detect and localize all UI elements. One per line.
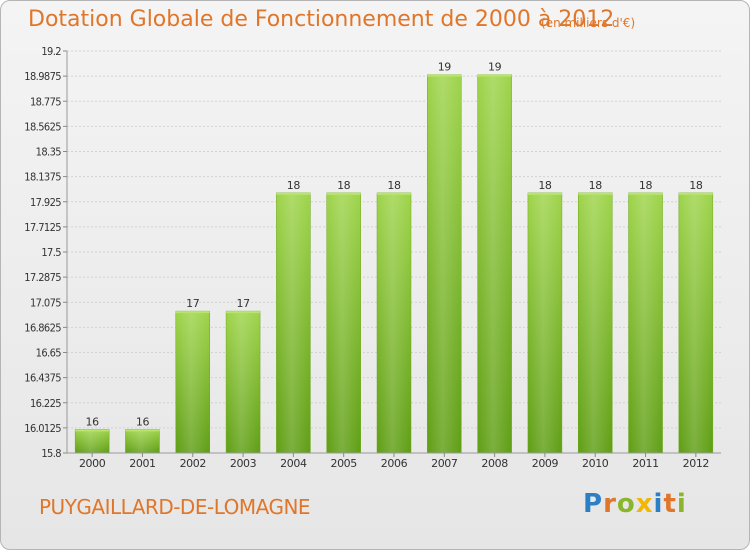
bar-top-highlight — [578, 192, 613, 195]
bar-value-label: 18 — [287, 179, 301, 192]
bar-top-highlight — [125, 429, 160, 432]
bar-group: 18 — [577, 179, 613, 454]
y-tick-label: 16.4375 — [24, 372, 61, 385]
bar-shine — [226, 311, 261, 453]
bar-top-highlight — [326, 192, 361, 195]
y-tick-label: 18.5625 — [24, 120, 61, 133]
bar-shine — [175, 311, 210, 453]
unit-note: (en milliers d'€) — [541, 16, 636, 30]
x-tick-label: 2001 — [129, 457, 155, 470]
location-name: PUYGAILLARD-DE-LOMAGNE — [39, 495, 311, 519]
bar-group: 18 — [527, 179, 563, 454]
y-tick-label: 18.9875 — [24, 70, 61, 83]
bar-group: 19 — [477, 61, 512, 454]
bar-value-label: 17 — [236, 297, 250, 310]
bar-top-highlight — [527, 192, 562, 195]
proxiti-logo[interactable]: Proxiti — [583, 489, 687, 519]
bar-group: 18 — [376, 179, 412, 454]
bar-group: 16 — [74, 415, 110, 454]
bar-value-label: 18 — [337, 179, 351, 192]
bar-group: 18 — [628, 179, 663, 454]
y-tick-label: 16.0125 — [24, 422, 61, 435]
bar-shine — [75, 429, 110, 453]
y-tick-label: 19.2 — [41, 45, 61, 58]
y-tick-label: 16.225 — [30, 397, 61, 410]
bar-value-label: 18 — [387, 179, 401, 192]
bar-value-label: 18 — [639, 179, 653, 192]
bar-top-highlight — [175, 311, 210, 314]
bar-value-label: 18 — [538, 179, 552, 192]
logo-letter: x — [635, 489, 654, 519]
logo-letter: t — [663, 489, 677, 519]
x-tick-label: 2002 — [180, 457, 206, 470]
bar-top-highlight — [628, 192, 663, 195]
logo-letter: P — [583, 489, 604, 519]
bar-shine — [477, 74, 512, 453]
bars: 16 16 17 17 18 18 18 19 19 18 18 18 18 — [74, 61, 714, 454]
bar-top-highlight — [377, 192, 411, 195]
y-tick-label: 15.8 — [41, 447, 61, 460]
logo-letter: i — [676, 489, 687, 519]
y-tick-label: 18.775 — [30, 95, 61, 108]
y-tick-label: 18.1375 — [24, 171, 61, 184]
bar-top-highlight — [427, 74, 462, 77]
bar-group: 18 — [678, 179, 714, 454]
x-tick-label: 2000 — [79, 457, 106, 470]
bar-top-highlight — [477, 74, 512, 77]
bar-shine — [628, 192, 663, 453]
bar-group: 17 — [175, 297, 211, 454]
y-tick-label: 17.075 — [30, 296, 61, 309]
y-tick-label: 17.2875 — [24, 271, 61, 284]
bar-shine — [125, 429, 160, 453]
x-tick-label: 2008 — [481, 457, 508, 470]
bar-value-label: 19 — [488, 61, 502, 74]
bar-top-highlight — [226, 311, 261, 314]
bar-group: 18 — [276, 179, 311, 454]
bar-group: 18 — [326, 179, 361, 454]
bar-value-label: 17 — [186, 297, 200, 310]
bar-value-label: 16 — [86, 415, 100, 428]
x-tick-label: 2010 — [582, 457, 609, 470]
bar-top-highlight — [276, 192, 311, 195]
bar-shine — [326, 192, 361, 453]
bar-group: 16 — [125, 415, 160, 454]
bar-shine — [377, 192, 411, 453]
bar-shine — [427, 74, 462, 453]
logo-letter: o — [616, 489, 636, 519]
bar-group: 17 — [225, 297, 261, 454]
x-tick-label: 2005 — [330, 457, 357, 470]
x-tick-label: 2011 — [632, 457, 658, 470]
y-tick-label: 17.7125 — [24, 221, 61, 234]
bar-value-label: 19 — [438, 61, 452, 74]
x-tick-label: 2004 — [280, 457, 307, 470]
y-tick-label: 16.8625 — [24, 321, 61, 334]
x-axis: 2000 2001 2002 2003 2004 2005 2006 2007 2008 2009… — [67, 452, 721, 470]
bar-top-highlight — [678, 192, 713, 195]
bar-shine — [276, 192, 311, 453]
y-tick-label: 17.925 — [30, 196, 61, 209]
y-tick-label: 18.35 — [36, 146, 62, 159]
x-tick-label: 2007 — [431, 457, 458, 470]
y-axis: 19.2 18.9875 18.775 18.5625 18.35 18.1375 17.9… — [24, 45, 68, 460]
x-tick-label: 2009 — [532, 457, 559, 470]
logo-letter: r — [603, 489, 617, 519]
y-tick-label: 17.5 — [41, 246, 61, 259]
bar-shine — [678, 192, 713, 453]
bar-shine — [527, 192, 562, 453]
bar-shine — [578, 192, 613, 453]
bar-group: 19 — [427, 61, 462, 454]
bar-value-label: 16 — [136, 415, 150, 428]
x-tick-label: 2006 — [381, 457, 408, 470]
x-tick-label: 2012 — [683, 457, 709, 470]
bar-value-label: 18 — [589, 179, 603, 192]
logo-letter: i — [653, 489, 664, 519]
bar-top-highlight — [75, 429, 110, 432]
chart-title: Dotation Globale de Fonctionnement de 20… — [28, 7, 615, 32]
x-tick-label: 2003 — [230, 457, 257, 470]
bar-value-label: 18 — [689, 179, 703, 192]
y-tick-label: 16.65 — [36, 347, 62, 360]
